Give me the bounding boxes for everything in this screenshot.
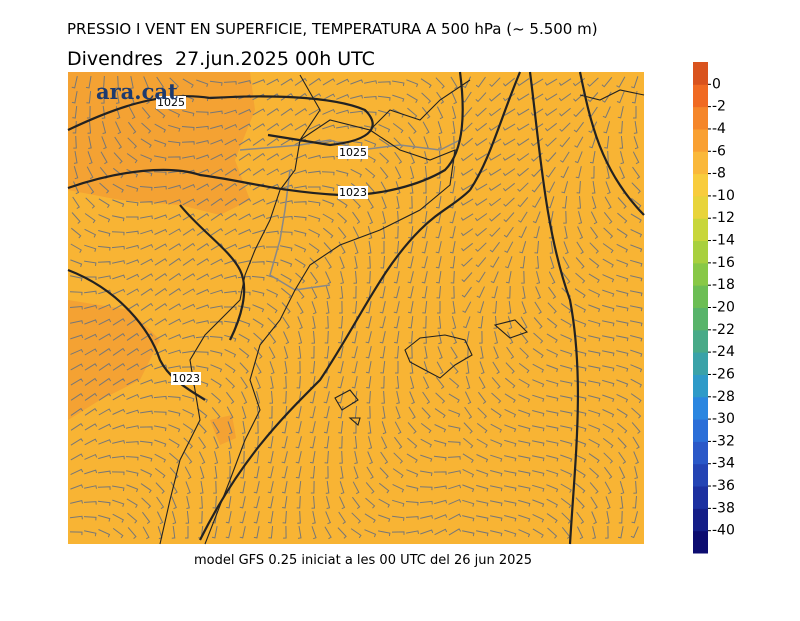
isobar — [67, 189, 471, 541]
colorbar-label: -16 — [712, 255, 735, 271]
colorbar-label: -38 — [712, 500, 735, 516]
colorbar-band — [693, 106, 708, 130]
colorbar-label: -18 — [712, 277, 735, 293]
isobar-label-box — [338, 186, 368, 199]
colorbar-band — [693, 285, 708, 308]
date: Divendres 27.jun.2025 00h UTC — [67, 48, 375, 70]
colorbar-band — [693, 307, 708, 331]
colorbar-band — [693, 262, 708, 286]
colorbar-band — [693, 240, 708, 264]
warm-patch — [68, 300, 160, 420]
colorbar-label: -8 — [712, 166, 726, 182]
isobar-label-box — [171, 372, 201, 385]
colorbar-band — [693, 419, 708, 442]
isobar-label-box — [156, 96, 186, 109]
colorbar-label: -22 — [712, 322, 735, 338]
colorbar-label: -26 — [712, 366, 735, 382]
colorbar-label: -12 — [712, 210, 735, 226]
colorbar-label: -2 — [712, 99, 726, 115]
colorbar-label: -20 — [712, 300, 735, 316]
colorbar-band — [693, 195, 708, 219]
wind-barb — [69, 75, 643, 540]
colorbar-label: -30 — [712, 411, 735, 427]
isobar-label-box — [338, 146, 368, 159]
isobar-label: 1025 — [157, 96, 185, 109]
logo: ara.cat — [96, 79, 178, 104]
isobar — [578, 71, 645, 216]
colorbar-band — [693, 128, 708, 152]
colorbar-label: -10 — [712, 188, 735, 204]
colorbar-band — [693, 508, 708, 532]
coastline — [159, 74, 645, 545]
isobar-label: 1023 — [339, 186, 367, 199]
colorbar-band — [693, 374, 708, 398]
islands — [334, 319, 529, 426]
footer: model GFS 0.25 iniciat a les 00 UTC del … — [194, 553, 532, 568]
wind-barbs — [69, 75, 643, 540]
colorbar-band — [693, 396, 708, 420]
colorbar-label: -24 — [712, 344, 735, 360]
isobar-label: 1023 — [172, 372, 200, 385]
colorbar: 0 -2 -4 -6 -8 -10 -12 -14 -16 -18 -20 -22 -24 -26 -28 -… — [693, 62, 735, 554]
title: PRESSIO I VENT EN SUPERFICIE, TEMPERATUR… — [67, 20, 598, 38]
colorbar-band — [693, 329, 708, 353]
colorbar-label: -28 — [712, 389, 735, 405]
warm-patch — [68, 72, 255, 215]
colorbar-band — [693, 352, 708, 375]
colorbar-label: -4 — [712, 121, 726, 137]
colorbar-label: -34 — [712, 456, 735, 472]
isobar-label: 1025 — [339, 146, 367, 159]
colorbar-label: -40 — [712, 523, 735, 539]
colorbar-label: -6 — [712, 143, 726, 159]
colorbar-label: -36 — [712, 478, 735, 494]
isobar — [528, 71, 580, 545]
isobar — [179, 204, 246, 341]
colorbar-label: -14 — [712, 233, 735, 249]
colorbar-band — [693, 84, 708, 108]
colorbar-band — [693, 486, 708, 509]
isobar — [469, 71, 522, 191]
isobar — [67, 95, 374, 147]
colorbar-label: 0 — [712, 76, 721, 92]
colorbar-label: -32 — [712, 433, 735, 449]
colorbar-band — [693, 463, 708, 487]
colorbar-band — [693, 151, 708, 175]
colorbar-band — [693, 173, 708, 197]
colorbar-band — [693, 441, 708, 465]
map: 1025 1025 1023 1023 ara.cat — [67, 71, 645, 545]
colorbar-band — [693, 218, 708, 242]
colorbar-band — [693, 62, 708, 85]
colorbar-band — [693, 530, 708, 554]
